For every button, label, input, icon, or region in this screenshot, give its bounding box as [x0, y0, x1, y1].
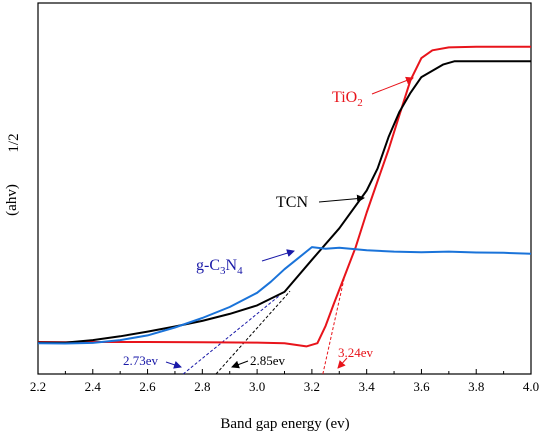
- tio2-series-label: TiO2: [332, 89, 363, 109]
- x-tick-label: 2.8: [194, 379, 210, 394]
- x-tick-label: 3.8: [468, 379, 484, 394]
- tangent-lines: [182, 275, 346, 375]
- x-tick-label: 2.6: [139, 379, 156, 394]
- y-axis-label: (ahv): [4, 184, 20, 216]
- x-tick-label: 2.2: [30, 379, 46, 394]
- annotation-tcn-value: 2.85ev: [250, 353, 286, 368]
- plot-frame: [37, 2, 532, 375]
- x-tick-label: 4.0: [523, 379, 539, 394]
- series-line-TiO2: [37, 45, 531, 348]
- x-tick-label: 3.4: [359, 379, 376, 394]
- tcn-series-label: TCN: [276, 194, 308, 211]
- tio2-value-arrow: [337, 357, 348, 369]
- series-line-g-C3N4: [37, 246, 532, 345]
- tio2-label-arrow: [371, 76, 414, 95]
- tcn-label-arrow: [318, 194, 365, 203]
- gcn-value-arrow: [165, 360, 182, 369]
- annotation-tio2-value: 3.24ev: [338, 345, 374, 360]
- tangent-line-0: [182, 295, 280, 375]
- gcn-series-label: g-C3N4: [196, 257, 243, 277]
- annotation-gcn-value: 2.73ev: [123, 353, 159, 368]
- annotation-arrows: [165, 76, 414, 369]
- series-line-TCN: [38, 60, 531, 344]
- x-tick-label: 2.4: [85, 379, 102, 394]
- series-lines: [37, 45, 532, 348]
- x-tick-label: 3.2: [304, 379, 320, 394]
- y-axis-label-superscript: 1/2: [6, 133, 22, 152]
- gcn-label-arrow: [261, 249, 295, 262]
- x-tick-label: 3.0: [249, 379, 265, 394]
- x-axis-ticks: 2.2 2.4 2.6 2.8 3.0 3.2 3.4 3.6 3.8 4.0: [30, 369, 539, 394]
- x-tick-label: 3.6: [413, 379, 430, 394]
- tcn-value-arrow: [231, 360, 249, 369]
- tangent-line-1: [215, 290, 291, 375]
- tangent-line-2: [322, 275, 346, 375]
- x-axis-label: Band gap energy (ev): [220, 416, 349, 432]
